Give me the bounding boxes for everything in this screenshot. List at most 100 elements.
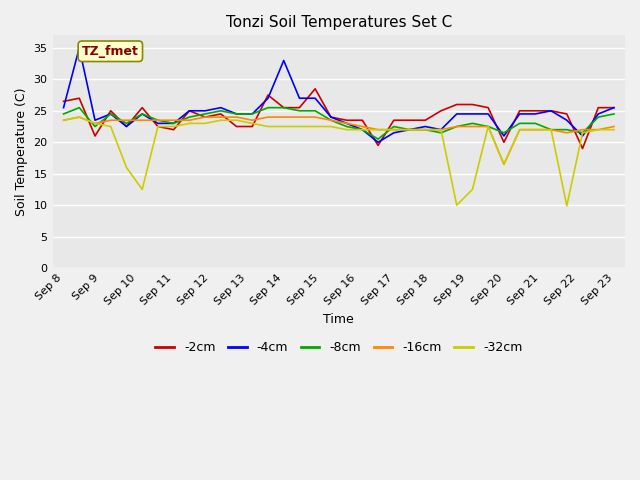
X-axis label: Time: Time <box>323 313 354 326</box>
-2cm <box>531 108 539 114</box>
-8cm <box>547 127 555 132</box>
-32cm <box>579 130 586 136</box>
-8cm <box>531 120 539 126</box>
-8cm <box>343 124 351 130</box>
-8cm <box>154 117 162 123</box>
-16cm <box>437 127 445 132</box>
-4cm <box>390 130 397 136</box>
Y-axis label: Soil Temperature (C): Soil Temperature (C) <box>15 87 28 216</box>
-4cm <box>107 111 115 117</box>
-4cm <box>579 133 586 139</box>
-32cm <box>421 127 429 132</box>
-32cm <box>91 120 99 126</box>
-2cm <box>484 105 492 110</box>
-8cm <box>327 117 335 123</box>
-32cm <box>248 120 256 126</box>
-2cm <box>264 92 272 98</box>
-2cm <box>107 108 115 114</box>
-8cm <box>390 124 397 130</box>
-4cm <box>248 111 256 117</box>
-4cm <box>516 111 524 117</box>
-16cm <box>516 127 524 132</box>
-4cm <box>374 139 382 145</box>
-32cm <box>343 127 351 132</box>
-2cm <box>327 114 335 120</box>
-2cm <box>579 145 586 151</box>
-2cm <box>138 105 146 110</box>
-16cm <box>296 114 303 120</box>
-2cm <box>76 96 83 101</box>
-16cm <box>531 127 539 132</box>
-8cm <box>264 105 272 110</box>
-2cm <box>516 108 524 114</box>
-4cm <box>595 111 602 117</box>
-32cm <box>610 127 618 132</box>
-8cm <box>248 111 256 117</box>
-2cm <box>170 127 177 132</box>
-32cm <box>264 124 272 130</box>
-16cm <box>343 120 351 126</box>
-16cm <box>60 117 67 123</box>
-32cm <box>390 127 397 132</box>
-8cm <box>91 124 99 130</box>
-16cm <box>154 117 162 123</box>
-16cm <box>579 127 586 132</box>
-8cm <box>579 130 586 136</box>
-2cm <box>406 117 413 123</box>
-16cm <box>358 124 366 130</box>
-32cm <box>453 202 461 208</box>
-32cm <box>468 187 476 192</box>
-32cm <box>327 124 335 130</box>
-4cm <box>468 111 476 117</box>
-8cm <box>186 114 193 120</box>
-8cm <box>233 111 241 117</box>
-2cm <box>500 139 508 145</box>
-8cm <box>421 127 429 132</box>
Line: -32cm: -32cm <box>63 117 614 206</box>
-2cm <box>60 98 67 104</box>
-16cm <box>264 114 272 120</box>
-32cm <box>311 124 319 130</box>
-32cm <box>60 117 67 123</box>
-32cm <box>201 120 209 126</box>
-8cm <box>107 111 115 117</box>
Legend: -2cm, -4cm, -8cm, -16cm, -32cm: -2cm, -4cm, -8cm, -16cm, -32cm <box>150 336 527 360</box>
-32cm <box>76 114 83 120</box>
-4cm <box>406 127 413 132</box>
-2cm <box>437 108 445 114</box>
-8cm <box>201 111 209 117</box>
-4cm <box>311 96 319 101</box>
-2cm <box>280 105 287 110</box>
-32cm <box>500 161 508 167</box>
-8cm <box>374 136 382 142</box>
-4cm <box>170 120 177 126</box>
-4cm <box>76 45 83 51</box>
-32cm <box>170 124 177 130</box>
-32cm <box>374 127 382 132</box>
-8cm <box>60 111 67 117</box>
-32cm <box>123 165 131 170</box>
-8cm <box>217 108 225 114</box>
-4cm <box>531 111 539 117</box>
-2cm <box>248 124 256 130</box>
-16cm <box>170 117 177 123</box>
-4cm <box>358 127 366 132</box>
-2cm <box>233 124 241 130</box>
-32cm <box>531 127 539 132</box>
-2cm <box>358 117 366 123</box>
-4cm <box>343 120 351 126</box>
-32cm <box>233 117 241 123</box>
-32cm <box>154 124 162 130</box>
-4cm <box>453 111 461 117</box>
-8cm <box>280 105 287 110</box>
-8cm <box>76 105 83 110</box>
Line: -8cm: -8cm <box>63 108 614 139</box>
-8cm <box>406 127 413 132</box>
-16cm <box>500 161 508 167</box>
-4cm <box>217 105 225 110</box>
-8cm <box>468 120 476 126</box>
-16cm <box>547 127 555 132</box>
-4cm <box>296 96 303 101</box>
-4cm <box>280 58 287 63</box>
Line: -16cm: -16cm <box>63 117 614 164</box>
